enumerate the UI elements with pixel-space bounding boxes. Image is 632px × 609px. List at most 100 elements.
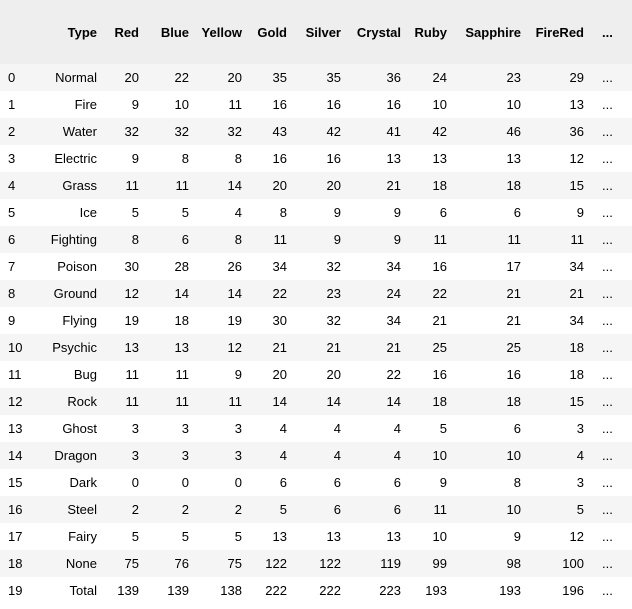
table-cell: 20 xyxy=(326,178,341,193)
table-cell: Fire xyxy=(74,97,97,112)
column-header-gold: Gold xyxy=(257,24,287,40)
table-cell: 2 xyxy=(131,502,139,517)
table-cell: 12 xyxy=(569,151,584,166)
table-header: Type Red Blue Yellow Gold Silver Crystal Ruby Sa… xyxy=(0,0,632,64)
table-cell: 28 xyxy=(174,259,189,274)
table-cell: 3 xyxy=(131,448,139,463)
table-row: 5 Ice 5 5 4 8 9 9 6 6 9... xyxy=(0,199,632,226)
table-cell: 9 xyxy=(131,151,139,166)
table-cell: 10 xyxy=(506,502,521,517)
table-cell: 34 xyxy=(386,313,401,328)
row-index: 3 xyxy=(8,151,16,166)
row-index: 8 xyxy=(8,286,16,301)
table-cell: 18 xyxy=(174,313,189,328)
table-cell: 18 xyxy=(569,340,584,355)
table-cell: 9 xyxy=(131,97,139,112)
table-cell: 122 xyxy=(265,556,287,571)
table-cell: 16 xyxy=(326,151,341,166)
table-cell: 6 xyxy=(393,502,401,517)
table-cell: 9 xyxy=(333,205,341,220)
table-row: 1 Fire 9 10 11 16 16 16 10 10 13... xyxy=(0,91,632,118)
ellipsis-cell: ... xyxy=(602,259,613,274)
table-cell: 11 xyxy=(433,232,448,247)
table-cell: 32 xyxy=(227,124,242,139)
table-cell: 4 xyxy=(576,448,584,463)
row-index: 1 xyxy=(8,97,16,112)
table-cell: 4 xyxy=(393,421,401,436)
table-cell: 26 xyxy=(227,259,242,274)
table-cell: 22 xyxy=(432,286,447,301)
table-cell: 16 xyxy=(432,259,447,274)
table-cell: 196 xyxy=(562,583,584,598)
table-row: 18 None 75 76 75 122 122 119 99 98 100... xyxy=(0,550,632,577)
table-cell: 20 xyxy=(272,178,287,193)
table-cell: 35 xyxy=(272,70,287,85)
table-cell: Fairy xyxy=(68,529,97,544)
table-cell: 24 xyxy=(432,70,447,85)
row-index: 11 xyxy=(8,367,22,382)
table-cell: 222 xyxy=(319,583,341,598)
table-cell: Electric xyxy=(54,151,97,166)
row-index: 4 xyxy=(8,178,16,193)
table-cell: 42 xyxy=(432,124,447,139)
table-cell: 32 xyxy=(326,259,341,274)
column-header-sapphire: Sapphire xyxy=(465,24,521,40)
table-cell: 3 xyxy=(131,421,139,436)
ellipsis-cell: ... xyxy=(602,70,613,85)
table-cell: 36 xyxy=(386,70,401,85)
table-cell: None xyxy=(65,556,97,571)
table-cell: 119 xyxy=(380,556,401,571)
table-row: 11 Bug 11 11 9 20 20 22 16 16 18... xyxy=(0,361,632,388)
table-cell: 11 xyxy=(125,394,140,409)
table-cell: 11 xyxy=(125,178,140,193)
table-cell: 10 xyxy=(432,448,447,463)
table-cell: 6 xyxy=(333,475,341,490)
header-row: Type Red Blue Yellow Gold Silver Crystal Ruby Sa… xyxy=(0,0,632,64)
table-cell: 6 xyxy=(513,421,521,436)
table-cell: Normal xyxy=(55,70,97,85)
table-cell: 20 xyxy=(227,70,242,85)
table-cell: 20 xyxy=(272,367,287,382)
table-cell: 18 xyxy=(506,178,521,193)
table-cell: 5 xyxy=(131,205,139,220)
index-header xyxy=(0,0,38,64)
table-cell: 3 xyxy=(181,448,189,463)
table-cell: 99 xyxy=(432,556,447,571)
table-cell: 11 xyxy=(433,502,448,517)
table-cell: 223 xyxy=(379,583,401,598)
table-cell: 15 xyxy=(569,394,584,409)
table-cell: 11 xyxy=(175,178,190,193)
row-index: 14 xyxy=(8,448,23,463)
ellipsis-cell: ... xyxy=(602,340,613,355)
ellipsis-cell: ... xyxy=(602,313,613,328)
table-cell: 22 xyxy=(174,70,189,85)
table-cell: 12 xyxy=(569,529,584,544)
ellipsis-cell: ... xyxy=(602,232,613,247)
ellipsis-cell: ... xyxy=(602,394,613,409)
table-cell: 16 xyxy=(272,151,287,166)
table-cell: 8 xyxy=(279,205,287,220)
table-row: 14 Dragon 3 3 3 4 4 4 10 10 4... xyxy=(0,442,632,469)
table-cell: 6 xyxy=(181,232,189,247)
ellipsis-cell: ... xyxy=(602,475,613,490)
table-cell: 11 xyxy=(125,367,140,382)
table-cell: 34 xyxy=(569,313,584,328)
table-cell: 23 xyxy=(326,286,341,301)
table-cell: 139 xyxy=(167,583,189,598)
table-row: 13 Ghost 3 3 3 4 4 4 5 6 3... xyxy=(0,415,632,442)
table-cell: 100 xyxy=(562,556,584,571)
row-index: 16 xyxy=(8,502,23,517)
table-cell: 9 xyxy=(439,475,447,490)
table-cell: 5 xyxy=(181,529,189,544)
table-cell: 16 xyxy=(432,367,447,382)
table-cell: Flying xyxy=(62,313,97,328)
row-index: 9 xyxy=(8,313,16,328)
table-cell: 13 xyxy=(124,340,139,355)
table-cell: 24 xyxy=(386,286,401,301)
table-cell: 43 xyxy=(272,124,287,139)
table-cell: 36 xyxy=(569,124,584,139)
table-cell: 9 xyxy=(234,367,242,382)
ellipsis-cell: ... xyxy=(602,502,613,517)
table-row: 12 Rock 11 11 11 14 14 14 18 18 15... xyxy=(0,388,632,415)
ellipsis-cell: ... xyxy=(602,124,613,139)
